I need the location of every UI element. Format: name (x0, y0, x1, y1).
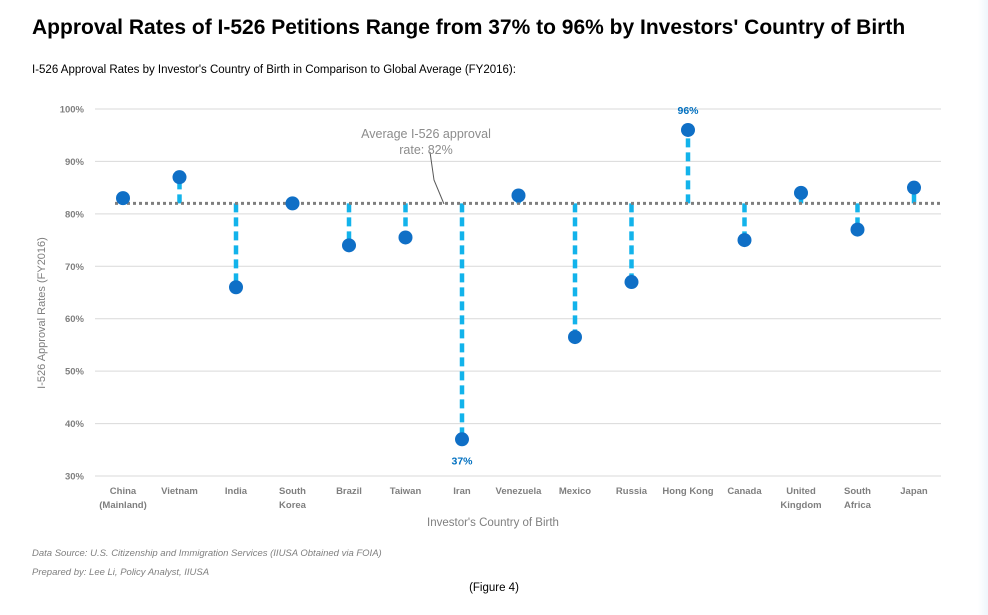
average-label: Average I-526 approval rate: 82% (361, 127, 491, 157)
x-tick-label: Russia (616, 486, 648, 497)
data-point (398, 230, 413, 245)
data-point (116, 191, 130, 206)
x-axis-ticks: China (Mainland) Vietnam India South Korea Bra… (99, 486, 928, 511)
y-tick-label: 50% (65, 367, 85, 378)
data-source-note: Data Source: U.S. Citizenship and Immigr… (32, 548, 382, 559)
x-tick-label: Japan (900, 486, 928, 497)
x-tick-label: Iran (453, 486, 471, 497)
y-tick-label: 40% (65, 419, 85, 430)
data-point (285, 196, 300, 211)
y-axis-title: I-526 Approval Rates (FY2016) (36, 237, 48, 389)
data-points (116, 122, 921, 447)
chart-subtitle: I-526 Approval Rates by Investor's Count… (32, 64, 516, 76)
data-point (229, 280, 243, 295)
prepared-by-note: Prepared by: Lee Li, Policy Analyst, IIU… (32, 567, 210, 578)
x-tick-label: United Kingdom (780, 486, 821, 511)
data-label: 96% (677, 105, 699, 117)
data-point (737, 233, 752, 248)
data-point (568, 330, 582, 345)
data-point (342, 238, 356, 253)
callout-leader-line (429, 151, 445, 205)
data-point (172, 170, 187, 185)
x-tick-label: South Korea (279, 486, 307, 511)
y-axis-ticks: 30% 40% 50% 60% 70% 80% 90% 100% (60, 105, 85, 483)
x-tick-label: Canada (727, 486, 762, 497)
average-callout: Average I-526 approval rate: 82% (361, 127, 491, 205)
data-point (455, 432, 469, 447)
data-point (850, 222, 865, 237)
figure-caption: (Figure 4) (469, 582, 519, 594)
y-tick-label: 80% (65, 209, 85, 220)
x-tick-label: Venezuela (496, 486, 543, 497)
y-tick-label: 70% (65, 262, 85, 273)
x-tick-label: Taiwan (390, 486, 422, 497)
data-point (624, 275, 639, 290)
x-tick-label: India (225, 486, 248, 497)
x-tick-label: Mexico (559, 486, 591, 497)
x-axis-title: Investor's Country of Birth (427, 517, 559, 529)
x-tick-label: China (Mainland) (99, 486, 147, 511)
data-labels: 96% 37% (451, 105, 699, 467)
average-label-line: rate: 82% (399, 143, 453, 157)
data-label: 37% (451, 455, 473, 467)
x-tick-label: Vietnam (161, 486, 198, 497)
x-tick-label: Hong Kong (662, 486, 713, 497)
page-edge-shade (978, 0, 988, 615)
gridlines (95, 108, 941, 477)
data-point (907, 180, 921, 195)
average-label-line: Average I-526 approval (361, 127, 491, 141)
y-tick-label: 90% (65, 157, 85, 168)
x-tick-label: South Africa (844, 486, 872, 511)
data-point (511, 188, 526, 203)
page-title: Approval Rates of I-526 Petitions Range … (32, 16, 906, 39)
data-point (794, 185, 808, 200)
y-tick-label: 30% (65, 472, 85, 483)
y-tick-label: 100% (60, 105, 85, 116)
x-tick-label: Brazil (336, 486, 362, 497)
data-point (681, 122, 695, 137)
y-tick-label: 60% (65, 314, 85, 325)
